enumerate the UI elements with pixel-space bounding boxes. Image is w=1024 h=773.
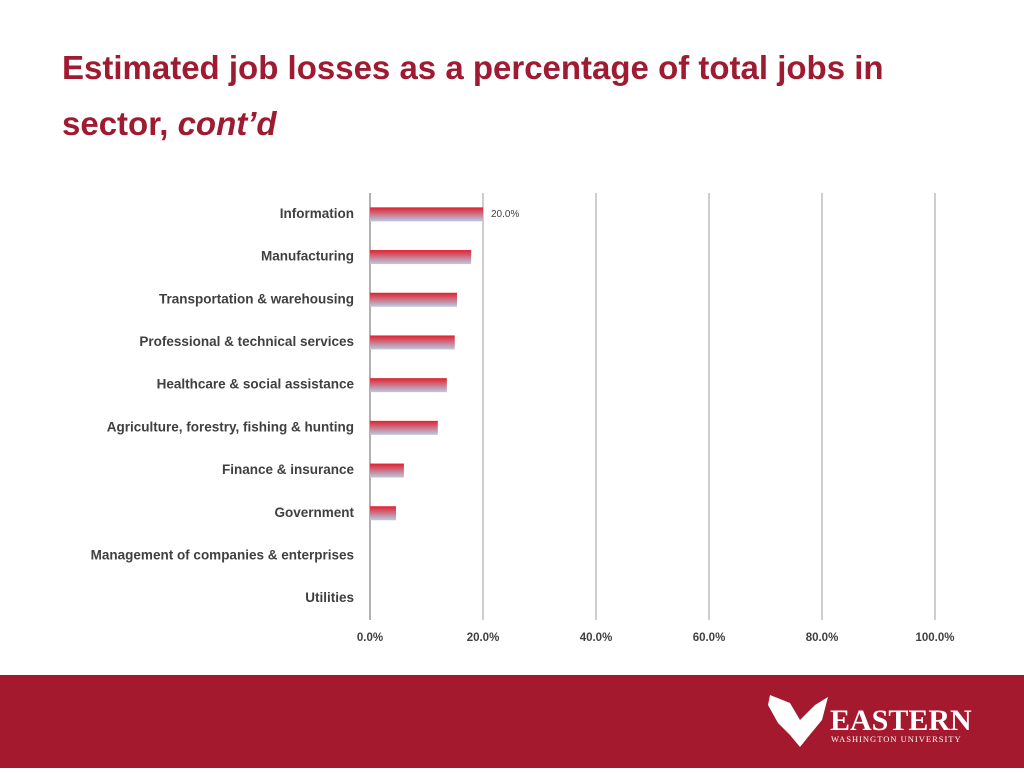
bar [370, 207, 483, 222]
footer-band: EASTERN WASHINGTON UNIVERSITY [0, 675, 1024, 768]
y-tick-label: Manufacturing [261, 249, 354, 264]
value-label: 20.0% [491, 209, 519, 220]
x-tick-label: 80.0% [806, 632, 839, 644]
y-tick-label: Government [274, 505, 354, 520]
bar [370, 420, 438, 435]
bar [370, 506, 396, 521]
chart: 0.0% 20.0% 40.0% 60.0% 80.0% 100.0% Informatio… [91, 193, 955, 644]
x-tick-label: 100.0% [915, 632, 954, 644]
logo-eagle [768, 695, 828, 747]
y-tick-label: Transportation & warehousing [159, 291, 354, 306]
x-tick-label: 40.0% [580, 632, 613, 644]
slide-title: Estimated job losses as a percentage of … [62, 40, 942, 152]
y-tick-label: Utilities [305, 590, 354, 605]
bar [370, 378, 447, 393]
logo-text: EASTERN [830, 704, 972, 737]
y-tick-label: Information [280, 206, 354, 221]
y-tick-label: Management of companies & enterprises [91, 548, 354, 563]
y-tick-label: Agriculture, forestry, fishing & hunting [107, 419, 354, 434]
logo-subtext: WASHINGTON UNIVERSITY [831, 734, 962, 744]
x-tick-label: 60.0% [693, 632, 726, 644]
bar [370, 463, 404, 478]
title-text: Estimated job losses as a percentage of … [62, 49, 884, 142]
y-tick-label: Healthcare & social assistance [157, 377, 355, 392]
y-tick-label: Finance & insurance [222, 462, 355, 477]
bar [370, 250, 472, 265]
bar [370, 335, 455, 350]
logo: EASTERN WASHINGTON UNIVERSITY [768, 695, 972, 747]
x-tick-label: 20.0% [467, 632, 500, 644]
y-tick-label: Professional & technical services [139, 334, 354, 349]
title-italic: cont’d [177, 105, 277, 142]
bar [370, 292, 458, 307]
x-tick-label: 0.0% [357, 632, 383, 644]
